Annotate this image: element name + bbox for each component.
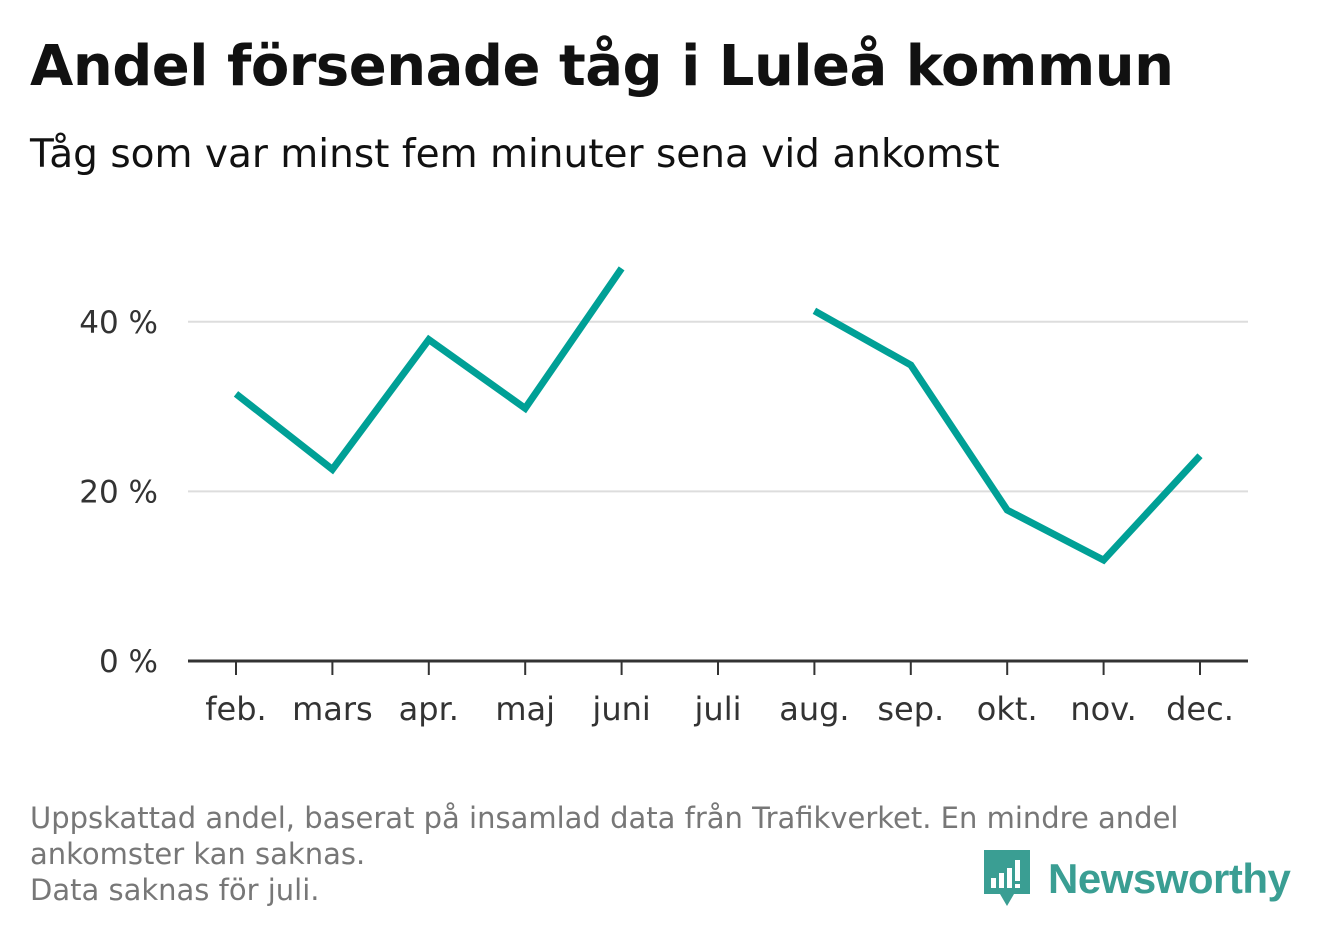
x-tick-label: aug. xyxy=(779,690,849,728)
grid-lines xyxy=(188,320,1248,493)
x-tick-label: juli xyxy=(694,690,742,728)
line-chart: 0 % 20 % 40 % feb. mars apr. maj juni juli aug. s… xyxy=(79,266,1248,728)
footnote-line-3: Data saknas för juli. xyxy=(30,873,320,907)
x-tick-label: nov. xyxy=(1070,690,1136,728)
series-line-segment xyxy=(233,266,625,475)
series-lines xyxy=(233,266,1203,565)
x-tick-label: sep. xyxy=(877,690,944,728)
footnote: Uppskattad andel, baserat på insamlad da… xyxy=(30,800,1280,908)
chart-subtitle: Tåg som var minst fem minuter sena vid a… xyxy=(30,132,1000,177)
x-tick-label: okt. xyxy=(977,690,1038,728)
footnote-line-1: Uppskattad andel, baserat på insamlad da… xyxy=(30,801,1179,835)
x-axis-ticks: feb. mars apr. maj juni juli aug. sep. okt. nov. d… xyxy=(205,661,1234,728)
footnote-line-2: ankomster kan saknas. xyxy=(30,837,366,871)
x-tick-label: apr. xyxy=(399,690,459,728)
y-tick-label: 0 % xyxy=(99,644,158,680)
brand-logo: Newsworthy xyxy=(982,848,1291,910)
x-tick-label: maj xyxy=(495,690,555,728)
x-tick-label: dec. xyxy=(1166,690,1234,728)
y-axis-ticks: 0 % 20 % 40 % xyxy=(79,305,158,680)
newsworthy-logo-icon xyxy=(984,850,1030,906)
y-tick-label: 20 % xyxy=(79,474,158,510)
x-tick-label: juni xyxy=(591,690,650,728)
x-tick-label: feb. xyxy=(205,690,266,728)
series-line-segment xyxy=(812,307,1203,565)
x-tick-label: mars xyxy=(292,690,373,728)
y-tick-label: 40 % xyxy=(79,305,158,341)
chart-title: Andel försenade tåg i Luleå kommun xyxy=(30,34,1174,99)
brand-name: Newsworthy xyxy=(1048,855,1291,902)
